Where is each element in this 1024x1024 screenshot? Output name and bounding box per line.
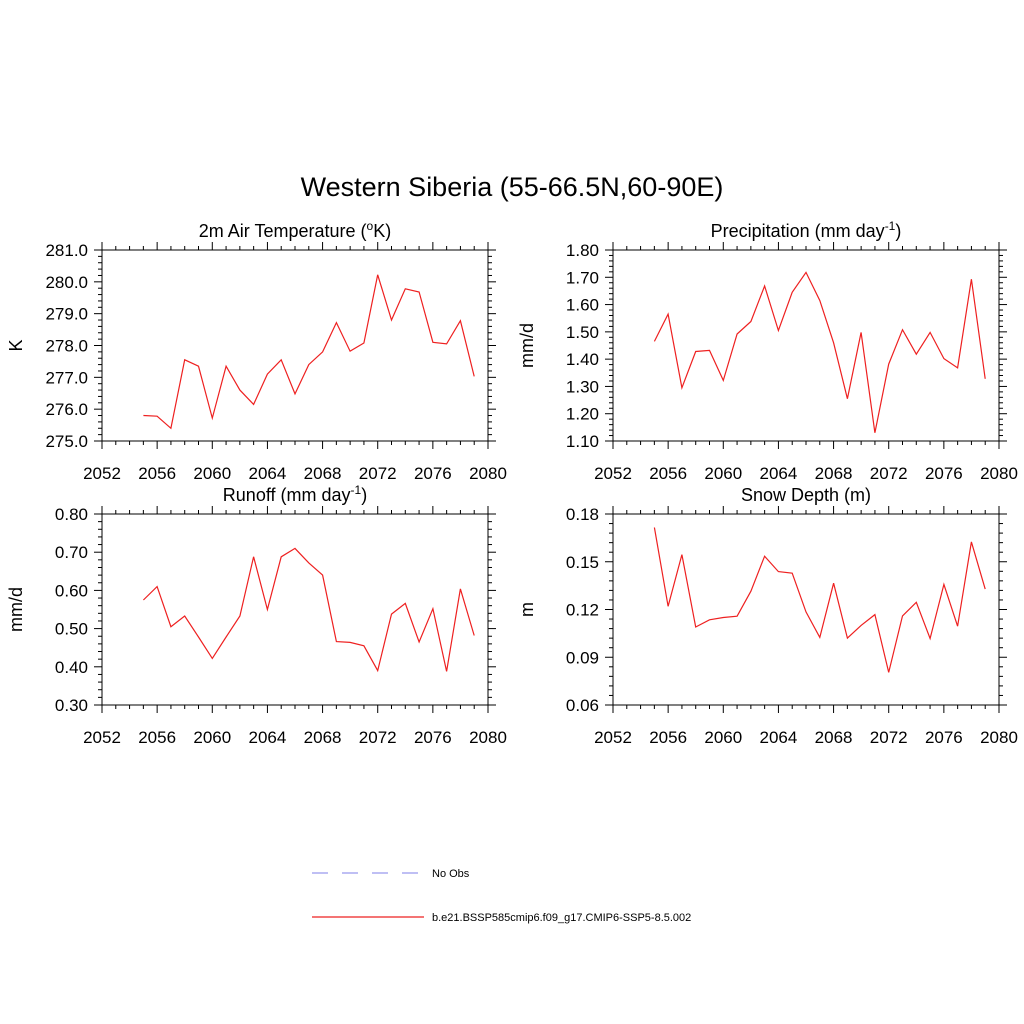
plot-frame <box>101 249 489 442</box>
panel-title: Precipitation (mm day-1) <box>711 219 902 241</box>
y-tick-label: 0.12 <box>566 601 599 620</box>
y-tick-label: 277.0 <box>45 368 88 387</box>
y-tick-label: 281.0 <box>45 241 88 260</box>
x-tick-label: 2068 <box>304 464 342 483</box>
x-tick-label: 2064 <box>249 464 287 483</box>
x-tick-label: 2060 <box>704 464 742 483</box>
x-tick-label: 2072 <box>870 464 908 483</box>
x-tick-label: 2052 <box>83 728 121 747</box>
x-tick-label: 2064 <box>760 464 798 483</box>
y-tick-label: 1.20 <box>566 405 599 424</box>
y-tick-label: 1.80 <box>566 241 599 260</box>
legend-label: No Obs <box>432 868 470 880</box>
legend-item: b.e21.BSSP585cmip6.f09_g17.CMIP6-SSP5-8.… <box>312 912 691 924</box>
y-tick-label: 1.50 <box>566 323 599 342</box>
x-tick-label: 2068 <box>815 464 853 483</box>
y-axis-label: K <box>6 339 26 351</box>
x-tick-label: 2060 <box>193 728 231 747</box>
series-line <box>653 271 986 433</box>
y-tick-label: 0.06 <box>566 696 599 715</box>
x-tick-label: 2076 <box>414 728 452 747</box>
panels: 2m Air Temperature (oK) K 2052 2056 2060 2064… <box>6 219 1018 747</box>
y-tick-label: 0.70 <box>55 543 88 562</box>
x-tick-label: 2076 <box>925 464 963 483</box>
y-tick-label: 0.15 <box>566 553 599 572</box>
x-tick-label: 2056 <box>138 728 176 747</box>
y-axis-label: m <box>517 602 537 617</box>
x-tick-label: 2052 <box>594 728 632 747</box>
y-tick-label: 0.80 <box>55 505 88 524</box>
x-tick-label: 2080 <box>980 464 1018 483</box>
x-tick-label: 2060 <box>193 464 231 483</box>
panel-title: Runoff (mm day-1) <box>223 483 367 505</box>
y-tick-label: 0.30 <box>55 696 88 715</box>
series-line <box>142 547 475 673</box>
x-tick-label: 2076 <box>414 464 452 483</box>
x-tick-label: 2072 <box>870 728 908 747</box>
x-tick-label: 2052 <box>594 464 632 483</box>
y-axis-label: mm/d <box>517 323 537 368</box>
panel-title: Snow Depth (m) <box>741 485 871 505</box>
y-tick-label: 278.0 <box>45 337 88 356</box>
plot-frame <box>101 513 489 706</box>
x-tick-label: 2052 <box>83 464 121 483</box>
y-tick-label: 276.0 <box>45 400 88 419</box>
y-tick-label: 1.40 <box>566 350 599 369</box>
x-tick-label: 2056 <box>649 728 687 747</box>
y-tick-label: 279.0 <box>45 305 88 324</box>
x-tick-label: 2080 <box>469 728 507 747</box>
legend: No Obs b.e21.BSSP585cmip6.f09_g17.CMIP6-S… <box>312 868 691 924</box>
x-tick-label: 2064 <box>249 728 287 747</box>
x-tick-label: 2060 <box>704 728 742 747</box>
y-tick-label: 275.0 <box>45 432 88 451</box>
y-tick-label: 0.40 <box>55 658 88 677</box>
panel-2: Precipitation (mm day-1) mm/d 2052 2056 2060… <box>517 219 1018 483</box>
x-tick-label: 2056 <box>649 464 687 483</box>
x-tick-label: 2076 <box>925 728 963 747</box>
panel-title: 2m Air Temperature (oK) <box>199 219 391 241</box>
x-tick-label: 2068 <box>304 728 342 747</box>
panel-1: 2m Air Temperature (oK) K 2052 2056 2060 2064… <box>6 219 507 483</box>
panel-4: Snow Depth (m) m 2052 2056 2060 2064 2068 2072 2… <box>517 485 1018 747</box>
y-tick-label: 0.18 <box>566 505 599 524</box>
series-line <box>653 527 986 673</box>
figure-title: Western Siberia (55-66.5N,60-90E) <box>301 172 724 202</box>
y-tick-label: 1.70 <box>566 268 599 287</box>
y-tick-label: 0.09 <box>566 648 599 667</box>
plot-frame <box>612 513 1000 706</box>
x-tick-label: 2080 <box>469 464 507 483</box>
y-tick-label: 0.60 <box>55 581 88 600</box>
x-tick-label: 2056 <box>138 464 176 483</box>
x-tick-label: 2072 <box>359 728 397 747</box>
y-tick-label: 0.50 <box>55 620 88 639</box>
y-axis-label: mm/d <box>6 587 26 632</box>
x-tick-label: 2068 <box>815 728 853 747</box>
x-tick-label: 2072 <box>359 464 397 483</box>
y-tick-label: 1.30 <box>566 377 599 396</box>
y-tick-label: 1.60 <box>566 296 599 315</box>
y-tick-label: 280.0 <box>45 273 88 292</box>
x-tick-label: 2080 <box>980 728 1018 747</box>
legend-label: b.e21.BSSP585cmip6.f09_g17.CMIP6-SSP5-8.… <box>432 912 691 924</box>
x-tick-label: 2064 <box>760 728 798 747</box>
series-line <box>143 274 475 430</box>
legend-item: No Obs <box>312 868 470 880</box>
plot-frame <box>612 249 1000 442</box>
panel-3: Runoff (mm day-1) mm/d 2052 2056 2060 2064 206… <box>6 483 507 747</box>
y-tick-label: 1.10 <box>566 432 599 451</box>
